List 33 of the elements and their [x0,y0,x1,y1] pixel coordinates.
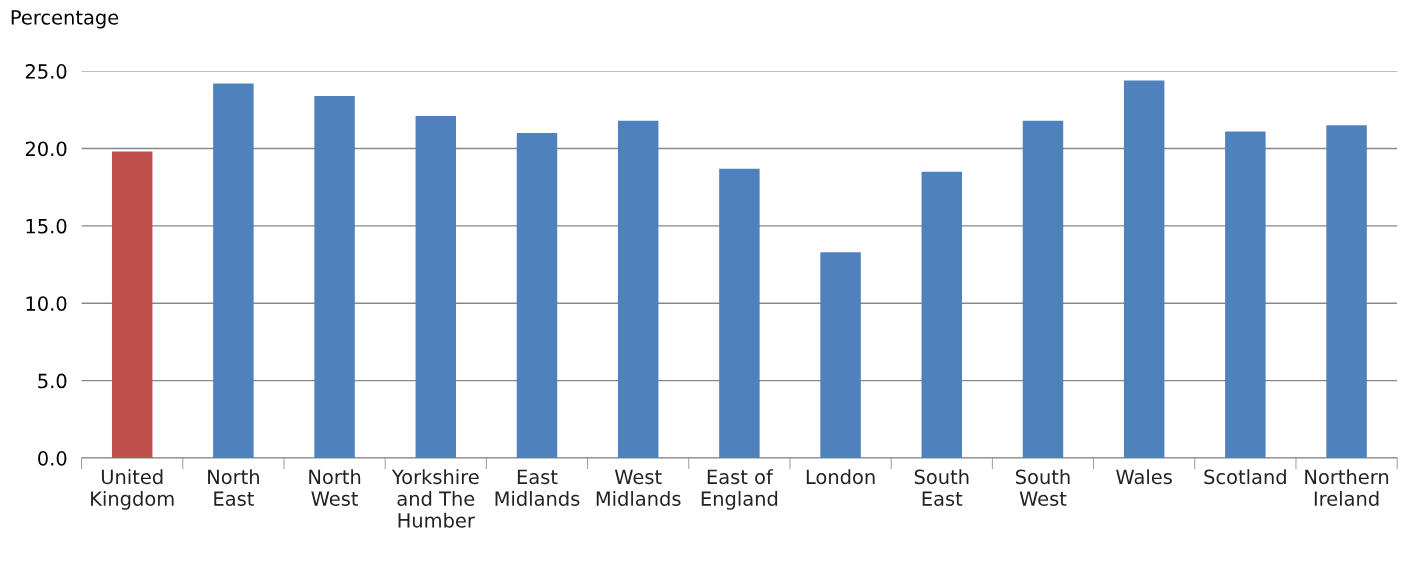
bar [415,116,457,459]
bar [820,252,861,459]
bar [111,151,153,459]
y-tick-label: 25.0 [25,64,67,79]
bar [921,171,963,459]
x-tick-label: East of England [701,469,778,510]
bar [213,83,254,459]
x-tick-label: Wales [1116,469,1172,485]
y-axis-title: Percentage [11,10,119,29]
y-tick-label: 15.0 [26,218,67,234]
bar [719,168,760,459]
x-tick-label: North East [208,469,259,506]
x-tick-label: North West [309,469,361,506]
x-tick-label: East Midlands [495,469,580,506]
x-tick-label: Yorkshire and The Humber [391,469,479,528]
y-tick-label: 5.0 [38,373,67,389]
y-tick-label: 20.0 [25,141,67,157]
x-tick-label: Northern Ireland [1305,469,1389,506]
x-tick-label: Scotland [1204,469,1286,485]
bar [1225,131,1266,459]
x-tick-label: United Kingdom [91,469,174,510]
bar [516,133,558,459]
bar [617,120,659,459]
x-tick-label: South West [1015,469,1070,506]
x-tick-label: South East [914,469,969,506]
bar [1123,80,1165,459]
y-tick-label: 10.0 [26,296,67,311]
bar [1326,125,1367,459]
y-tick-label: 0.0 [38,451,67,466]
x-tick-label: London [806,469,875,485]
bar [314,95,355,459]
bar [1022,120,1064,459]
x-tick-label: West Midlands [596,469,681,506]
